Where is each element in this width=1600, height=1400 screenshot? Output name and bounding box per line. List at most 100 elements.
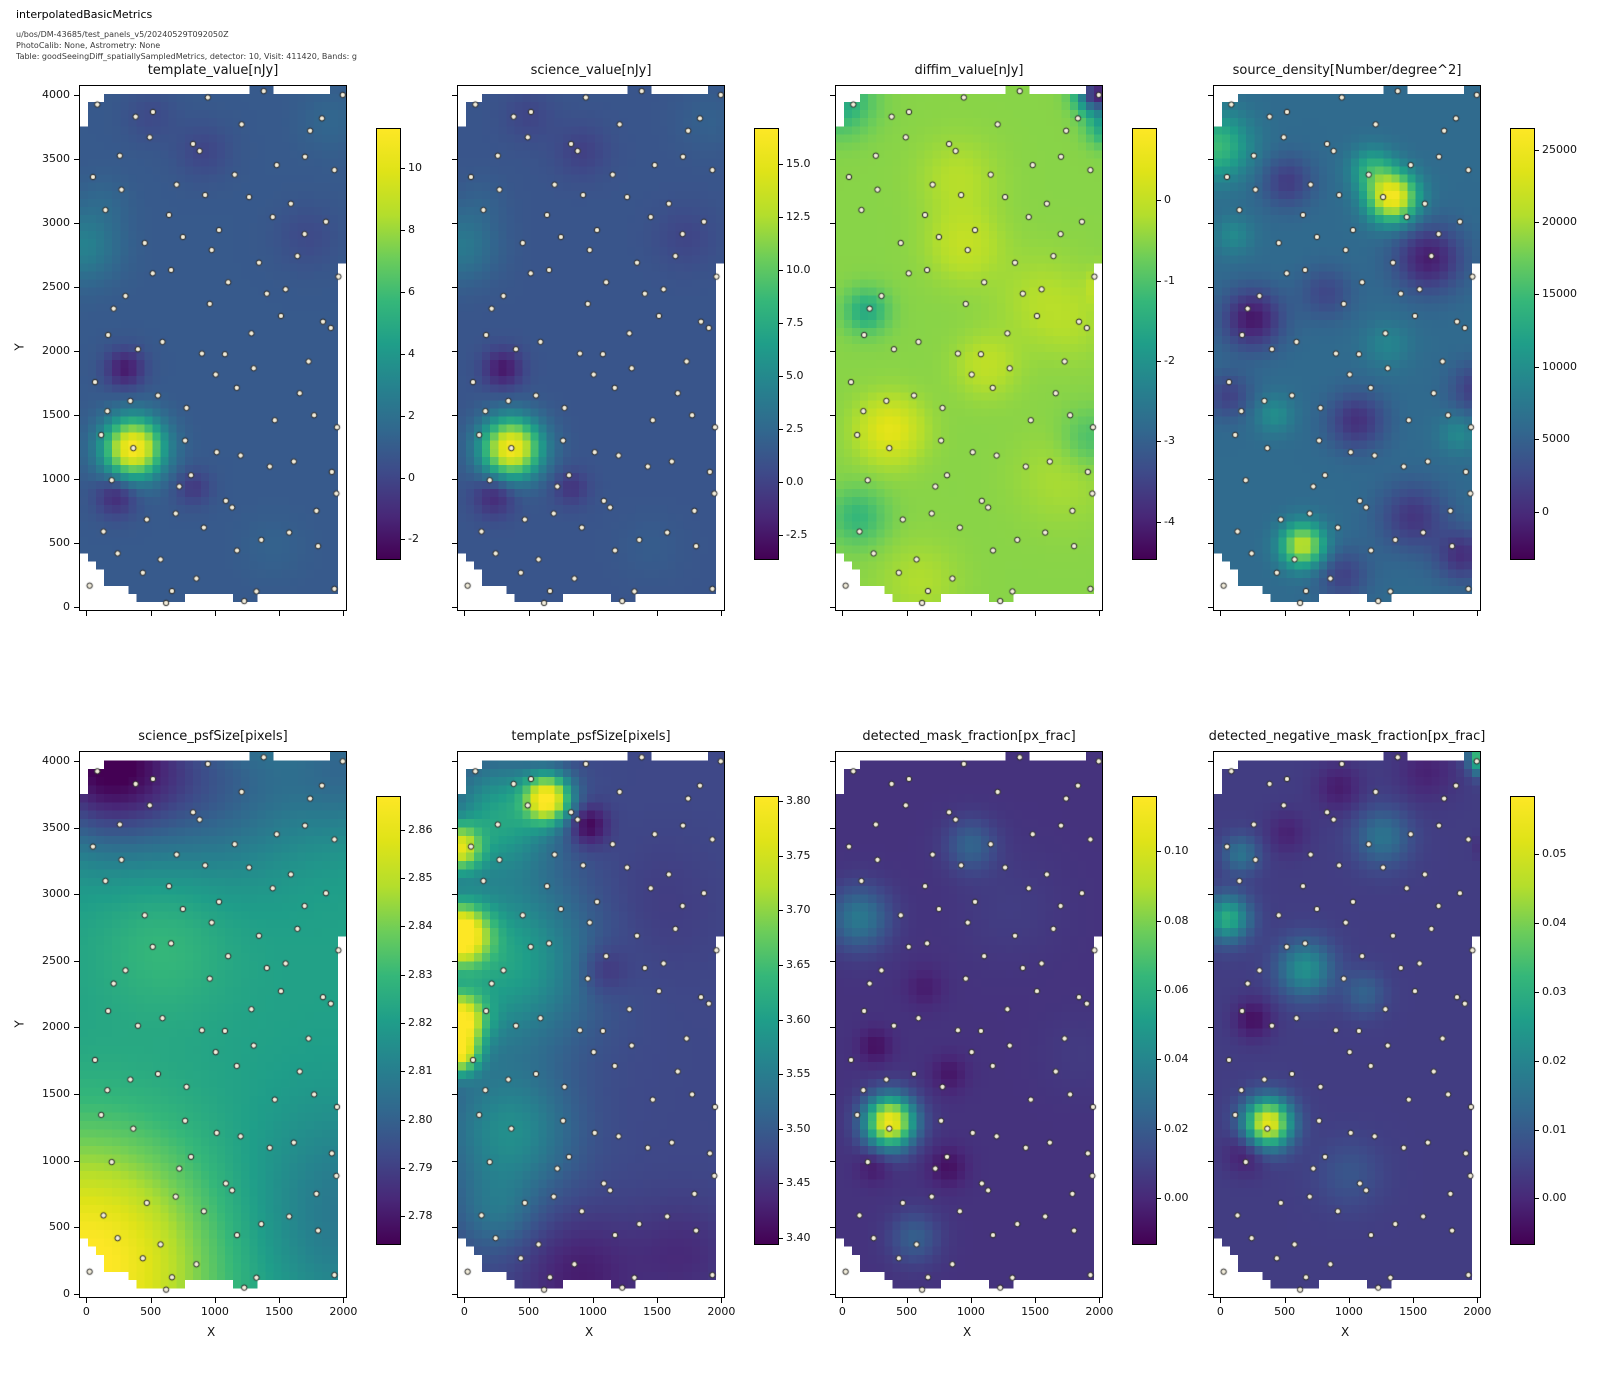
y-axis-label-row0: Y [12,343,27,351]
x-tick-mark [592,611,594,616]
colorbar-tick-mark [401,1071,405,1073]
panel-title-diffim_value: diffim_value[nJy] [914,63,1024,78]
x-tick-mark [150,1298,152,1303]
y-tick-label: 3500 [42,151,70,165]
colorbar-tick-label: 0 [1164,193,1171,207]
sample-points-canvas-detected_negative_mask_fraction [1214,752,1480,1297]
x-tick-label: 2000 [329,1305,358,1318]
y-tick-mark [452,286,457,288]
panel-title-template_psfSize: template_psfSize[pixels] [511,729,671,744]
colorbar-tick-mark [1535,294,1539,296]
colorbar-tick-mark [779,481,783,483]
x-tick-label: 1500 [643,1305,672,1318]
x-axis-label-detected_mask_fraction: X [963,1325,972,1339]
sample-points-canvas-science_value [458,86,724,610]
x-tick-mark [279,1298,281,1303]
colorbar-detected_mask_fraction [1132,796,1157,1245]
colorbar-tick-mark [1535,149,1539,151]
x-tick-mark [970,611,972,616]
colorbar-tick-label: 12.5 [786,209,811,223]
y-tick-mark [1208,1027,1213,1029]
colorbar-science_value [754,128,779,560]
colorbar-tick-label: -3 [1164,434,1175,448]
colorbar-tick-label: 3.65 [786,957,811,971]
colorbar-tick-label: 0.03 [1542,984,1567,998]
x-tick-mark [592,1298,594,1303]
colorbar-tick-mark [779,534,783,536]
colorbar-template_value [376,128,401,560]
y-tick-mark [74,478,79,480]
x-tick-mark [657,1298,659,1303]
y-tick-mark [452,827,457,829]
colorbar-tick-mark [401,829,405,831]
x-tick-mark [906,611,908,616]
colorbar-tick-mark [1535,222,1539,224]
y-tick-mark [452,222,457,224]
y-tick-mark [830,827,835,829]
colorbar-tick-label: 2.81 [408,1064,433,1078]
colorbar-tick-mark [779,964,783,966]
y-tick-mark [452,761,457,763]
colorbar-tick-mark [401,974,405,976]
y-tick-mark [830,960,835,962]
x-tick-mark [86,1298,88,1303]
y-tick-label: 4000 [42,754,70,768]
y-tick-mark [830,1160,835,1162]
x-tick-mark [842,611,844,616]
x-tick-mark [86,611,88,616]
x-tick-mark [214,1298,216,1303]
colorbar-tick-label: -1 [1164,273,1175,287]
colorbar-tick-label: 15.0 [786,157,811,170]
colorbar-tick-mark [1535,1198,1539,1200]
y-tick-mark [1208,350,1213,352]
colorbar-tick-label: 3.55 [786,1067,811,1080]
y-tick-mark [452,1027,457,1029]
y-tick-mark [1208,414,1213,416]
y-tick-mark [452,542,457,544]
colorbar-tick-label: -2 [1164,354,1175,368]
y-axis-label-row1: Y [12,1019,27,1028]
sample-points-canvas-template_value [80,86,346,610]
y-tick-mark [830,414,835,416]
y-tick-mark [74,1227,79,1229]
x-axis-label-science_psfSize: X [207,1325,216,1339]
x-axis-label-template_psfSize: X [585,1325,594,1339]
panel-title-detected_negative_mask_fraction: detected_negative_mask_fraction[px_frac] [1208,729,1486,744]
y-tick-label: 4000 [42,87,70,101]
y-tick-mark [74,827,79,829]
y-tick-mark [452,1094,457,1096]
y-tick-mark [74,1094,79,1096]
plot-area-diffim_value [835,85,1103,611]
colorbar-tick-label: 0 [1542,504,1549,518]
colorbar-tick-label: 10000 [1542,359,1577,373]
y-tick-label: 3000 [42,887,70,901]
y-tick-mark [1208,478,1213,480]
colorbar-science_psfSize [376,796,401,1245]
colorbar-tick-mark [401,1216,405,1218]
y-tick-mark [1208,761,1213,763]
y-tick-mark [1208,827,1213,829]
y-tick-mark [74,1027,79,1029]
y-tick-mark [452,94,457,96]
header-run-collection: u/bos/DM-43685/test_panels_v5/20240529T0… [16,30,229,39]
y-tick-mark [452,414,457,416]
sample-points-canvas-science_psfSize [80,752,346,1297]
x-tick-mark [906,1298,908,1303]
y-tick-mark [452,606,457,608]
y-tick-mark [1208,542,1213,544]
colorbar-tick-mark [1157,1059,1161,1061]
colorbar-tick-label: 25000 [1542,142,1577,156]
colorbar-tick-mark [401,1023,405,1025]
header-table-info: Table: goodSeeingDiff_spatiallySampledMe… [16,52,357,61]
x-tick-mark [1099,611,1101,616]
colorbar-tick-mark [779,428,783,430]
x-tick-label: 2000 [707,1305,736,1318]
x-tick-mark [528,1298,530,1303]
colorbar-tick-mark [1157,361,1161,363]
colorbar-tick-label: 3.80 [786,794,811,808]
x-tick-mark [1413,611,1415,616]
y-tick-mark [74,960,79,962]
panel-title-detected_mask_fraction: detected_mask_fraction[px_frac] [862,729,1076,744]
y-tick-mark [1208,1160,1213,1162]
